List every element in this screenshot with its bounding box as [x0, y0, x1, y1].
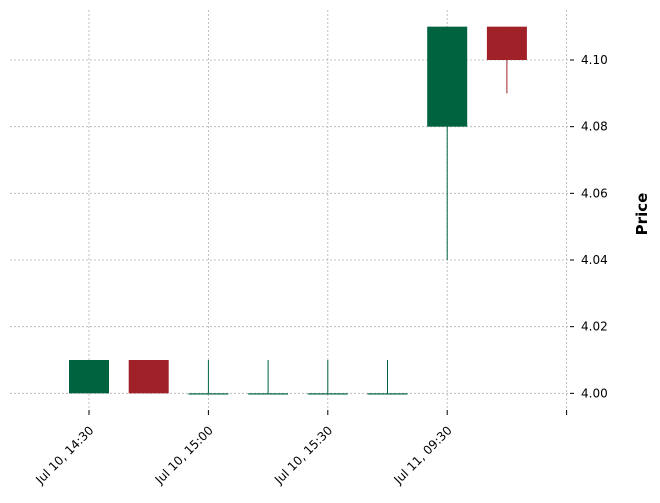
- candle-body: [188, 393, 229, 395]
- y-tick-label: 4.02: [581, 320, 608, 334]
- candle-body: [367, 393, 408, 395]
- candles-layer: [69, 26, 527, 395]
- x-tick-label: Jul 11, 09:30: [391, 423, 455, 487]
- candle-body: [128, 360, 169, 394]
- candle-body: [307, 393, 348, 395]
- candle-body: [427, 26, 468, 127]
- candle-body: [69, 360, 109, 394]
- y-axis: 4.00 4.02 4.04 4.06 4.08 4.10: [570, 53, 608, 400]
- y-tick-label: 4.10: [581, 53, 608, 67]
- x-tick-label: Jul 10, 15:00: [152, 423, 216, 487]
- y-tick-label: 4.04: [581, 253, 608, 267]
- x-tick-label: Jul 10, 14:30: [32, 423, 96, 487]
- chart-grid: [10, 10, 570, 410]
- candle-body: [486, 26, 527, 61]
- x-tick-label: Jul 10, 15:30: [271, 423, 335, 487]
- y-tick-label: 4.08: [581, 120, 608, 134]
- x-axis: Jul 10, 14:30 Jul 10, 15:00 Jul 10, 15:30 J…: [32, 410, 568, 487]
- y-axis-title: Price: [633, 193, 651, 236]
- candle-body: [248, 393, 289, 395]
- y-tick-label: 4.06: [581, 186, 608, 200]
- y-tick-label: 4.00: [581, 386, 608, 400]
